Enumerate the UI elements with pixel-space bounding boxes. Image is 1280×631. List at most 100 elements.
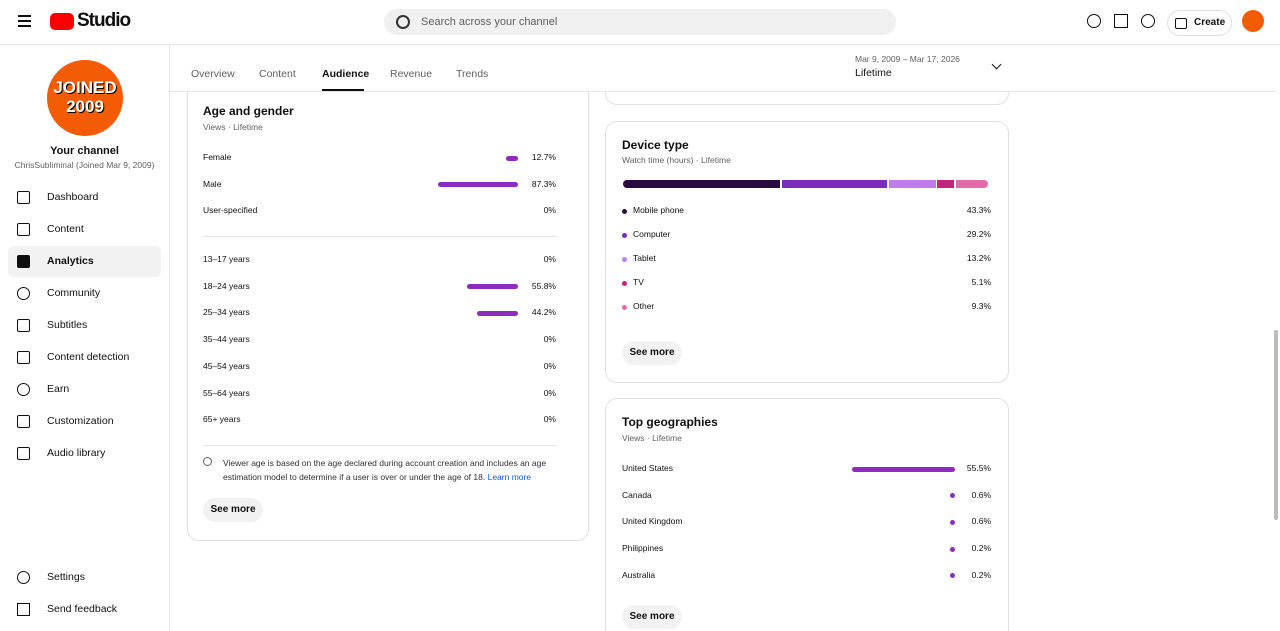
- row-value: 0%: [543, 387, 556, 398]
- nav-icon: [17, 191, 30, 204]
- nav-item[interactable]: Subtitles: [8, 310, 161, 341]
- row-value: 0%: [543, 205, 556, 216]
- legend-dot: [622, 209, 627, 214]
- tab[interactable]: Trends: [456, 68, 489, 80]
- legend-label: Tablet: [633, 253, 656, 263]
- nav-icon: [17, 223, 30, 236]
- date-range[interactable]: Mar 9, 2009 – Mar 17, 2026: [855, 54, 960, 64]
- row-label: United Kingdom: [622, 516, 683, 527]
- info-icon: [203, 457, 212, 466]
- logo-text[interactable]: Studio: [77, 10, 131, 31]
- legend-dot: [622, 305, 627, 310]
- stacked-segment: [888, 180, 936, 188]
- row-label: 65+ years: [203, 414, 241, 425]
- tab[interactable]: Revenue: [390, 68, 433, 80]
- tab[interactable]: Content: [259, 68, 296, 80]
- row-label: Australia: [622, 569, 656, 580]
- sparkle-icon[interactable]: [1114, 14, 1128, 28]
- row-value: 55.5%: [966, 463, 991, 473]
- legend-label: Computer: [633, 229, 671, 239]
- row-value: 44.2%: [531, 307, 556, 318]
- nav-item[interactable]: Dashboard: [8, 182, 161, 213]
- bar: [477, 310, 518, 316]
- row-value: 55.8%: [531, 280, 556, 291]
- card-subtitle: Views · Lifetime: [203, 122, 263, 132]
- divider: [203, 445, 557, 446]
- legend-value: 9.3%: [971, 301, 991, 311]
- search-icon: [396, 15, 410, 29]
- row-label: United States: [622, 463, 674, 473]
- row-value: 0%: [543, 360, 556, 371]
- card-title: Top geographies: [622, 415, 718, 429]
- row-label: 55–64 years: [203, 387, 250, 398]
- nav-item[interactable]: Earn: [8, 374, 161, 405]
- search-placeholder: Search across your channel: [421, 16, 558, 28]
- nav-item[interactable]: Content: [8, 214, 161, 245]
- tab[interactable]: Audience: [322, 68, 370, 80]
- bar: [950, 519, 955, 525]
- bar: [852, 466, 955, 472]
- search-box[interactable]: Search across your channel: [384, 9, 896, 35]
- create-button[interactable]: Create: [1167, 10, 1232, 36]
- help-icon[interactable]: [1087, 14, 1101, 28]
- stacked-segment: [623, 180, 781, 188]
- nav-item[interactable]: Content detection: [8, 342, 161, 373]
- avatar-text: 2009: [66, 97, 104, 116]
- tabs-bar: [170, 44, 1275, 92]
- nav-label: Community: [47, 287, 101, 299]
- row-value: 12.7%: [531, 152, 556, 162]
- row-label: 45–54 years: [203, 360, 250, 371]
- row-value: 0.6%: [971, 489, 991, 500]
- bar: [506, 155, 518, 161]
- nav-item[interactable]: Audio library: [8, 438, 161, 469]
- legend-value: 13.2%: [966, 253, 991, 263]
- nav-icon: [17, 415, 30, 428]
- card: [605, 121, 1009, 383]
- bell-icon[interactable]: [1141, 14, 1155, 28]
- nav-item[interactable]: Community: [8, 278, 161, 309]
- card-subtitle: Watch time (hours) · Lifetime: [622, 155, 731, 165]
- nav-label: Dashboard: [47, 191, 99, 203]
- row-label: 35–44 years: [203, 334, 250, 345]
- learn-more-link[interactable]: Learn more: [487, 471, 532, 482]
- row-label: Philippines: [622, 543, 664, 554]
- row-label: Male: [203, 178, 222, 189]
- divider: [203, 236, 557, 237]
- row-label: User-specified: [203, 205, 258, 216]
- row-value: 0.2%: [971, 543, 991, 554]
- scrollbar: [1274, 330, 1278, 520]
- create-icon: [1175, 18, 1187, 29]
- note-text: Viewer age is based on the age declared …: [223, 458, 547, 482]
- nav-item[interactable]: Analytics: [8, 246, 161, 277]
- row-value: 0%: [543, 254, 556, 264]
- bar: [950, 493, 955, 499]
- nav-icon: [17, 383, 30, 396]
- see-more-button[interactable]: See more: [622, 605, 682, 629]
- nav-item[interactable]: Customization: [8, 406, 161, 437]
- channel-title: Your channel: [50, 145, 119, 157]
- legend-value: 43.3%: [966, 205, 991, 215]
- header-avatar[interactable]: [1242, 10, 1264, 32]
- date-label[interactable]: Lifetime: [855, 67, 892, 79]
- tab[interactable]: Overview: [191, 68, 235, 80]
- nav-label: Settings: [47, 571, 85, 583]
- legend-dot: [622, 281, 627, 286]
- nav-label: Customization: [47, 415, 114, 427]
- menu-icon[interactable]: [18, 15, 31, 17]
- bar: [950, 546, 955, 552]
- see-more-button[interactable]: See more: [622, 341, 682, 365]
- row-label: Female: [203, 152, 232, 162]
- legend-dot: [622, 257, 627, 262]
- bar: [950, 573, 955, 579]
- nav-item[interactable]: Send feedback: [8, 594, 161, 625]
- channel-avatar: JOINED 2009: [47, 60, 123, 136]
- see-more-button[interactable]: See more: [203, 498, 263, 522]
- legend-label: Mobile phone: [633, 205, 685, 215]
- row-value: 87.3%: [531, 178, 556, 189]
- card-subtitle: Views · Lifetime: [622, 433, 682, 443]
- card: [605, 398, 1009, 631]
- nav-item[interactable]: Settings: [8, 562, 161, 593]
- row-value: 0.2%: [971, 569, 991, 580]
- logo-icon[interactable]: [50, 13, 74, 30]
